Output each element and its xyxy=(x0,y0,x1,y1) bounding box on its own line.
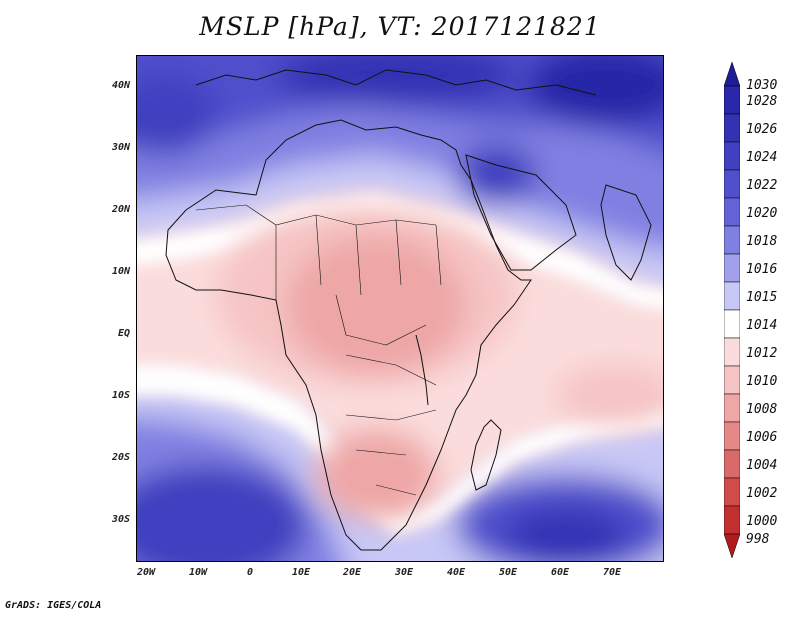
map-title: MSLP [hPa], VT: 2017121821 xyxy=(199,12,601,41)
lat-tick-10s: 10S xyxy=(111,390,130,401)
asia-high xyxy=(526,55,664,125)
lon-tick-60e: 60E xyxy=(550,567,570,578)
colorbar-cell xyxy=(724,393,740,423)
lon-tick-10e: 10E xyxy=(291,567,311,578)
south-atlantic-high xyxy=(136,465,306,562)
colorbar-cell xyxy=(724,141,740,171)
mediterranean-high xyxy=(276,55,516,105)
colorbar-label: 1002 xyxy=(746,486,778,501)
lon-tick-50e: 50E xyxy=(498,567,518,578)
great-lakes xyxy=(415,334,429,406)
colorbar-label: 998 xyxy=(746,532,770,547)
lat-tick-eq: EQ xyxy=(117,328,130,339)
colorbar-cell xyxy=(724,113,740,143)
colorbar-label: 1022 xyxy=(746,178,778,193)
colorbar-label: 1030 xyxy=(746,78,778,93)
colorbar xyxy=(724,62,740,558)
colorbar-label: 1018 xyxy=(746,234,778,249)
colorbar-cell xyxy=(724,505,740,535)
arabian-peninsula xyxy=(465,154,577,271)
lon-tick-40e: 40E xyxy=(446,567,466,578)
lat-tick-30n: 30N xyxy=(111,142,130,153)
colorbar-label: 1012 xyxy=(746,346,778,361)
lon-tick-10w: 10W xyxy=(188,567,208,578)
colorbar-label: 1014 xyxy=(746,318,778,333)
colorbar-cell xyxy=(724,365,740,395)
northern-1014-band xyxy=(136,195,664,310)
india xyxy=(600,184,652,281)
colorbar-label: 1004 xyxy=(746,458,778,473)
lon-tick-20w: 20W xyxy=(136,567,156,578)
colorbar-cell xyxy=(724,197,740,227)
colorbar-label: 1026 xyxy=(746,122,778,137)
map-plot xyxy=(136,55,664,562)
atlantic-nw-high xyxy=(136,75,216,155)
colorbar-label: 1006 xyxy=(746,430,778,445)
southern-1014-band xyxy=(136,365,664,535)
country-borders xyxy=(195,204,442,496)
madagascar xyxy=(470,419,502,491)
colorbar-cap-bottom xyxy=(724,533,740,558)
map-frame xyxy=(136,55,664,562)
south-indian-high-core xyxy=(506,510,626,560)
colorbar-cell xyxy=(724,337,740,367)
africa-coastline xyxy=(165,119,532,551)
colorbar-label: 1024 xyxy=(746,150,778,165)
colorbar-label: 1016 xyxy=(746,262,778,277)
lat-tick-20n: 20N xyxy=(111,204,130,215)
colorbar-cell xyxy=(724,225,740,255)
lon-tick-0: 0 xyxy=(246,567,254,578)
colorbar-cell xyxy=(724,477,740,507)
colorbar-cell xyxy=(724,85,740,115)
indian-ocean-trough xyxy=(556,365,664,425)
colorbar-label: 1010 xyxy=(746,374,778,389)
footer-credit: GrADS: IGES/COLA xyxy=(5,600,102,611)
colorbar-label: 1028 xyxy=(746,94,778,109)
lon-tick-70e: 70E xyxy=(602,567,622,578)
colorbar-cell xyxy=(724,253,740,283)
colorbar-label: 1000 xyxy=(746,514,778,529)
colorbar-cell xyxy=(724,281,740,311)
colorbar-cell xyxy=(724,169,740,199)
colorbar-cap-top xyxy=(724,62,740,87)
colorbar-cell xyxy=(724,449,740,479)
arabian-high xyxy=(456,145,536,205)
colorbar-cell xyxy=(724,309,740,339)
central-african-low xyxy=(286,235,466,375)
colorbar-label: 1015 xyxy=(746,290,778,305)
lat-tick-10n: 10N xyxy=(111,266,130,277)
europe-coast xyxy=(195,69,597,96)
southern-africa-low xyxy=(316,430,436,520)
lat-tick-30s: 30S xyxy=(111,514,130,525)
lat-tick-20s: 20S xyxy=(111,452,130,463)
lat-tick-40n: 40N xyxy=(111,80,130,91)
colorbar-cell xyxy=(724,421,740,451)
colorbar-label: 1020 xyxy=(746,206,778,221)
lon-tick-20e: 20E xyxy=(342,567,362,578)
colorbar-label: 1008 xyxy=(746,402,778,417)
lon-tick-30e: 30E xyxy=(394,567,414,578)
